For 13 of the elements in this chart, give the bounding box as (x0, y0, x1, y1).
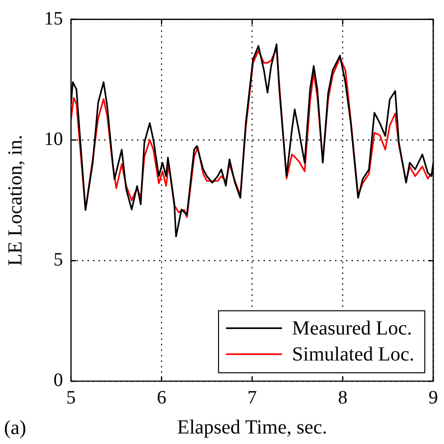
y-tick-label: 5 (54, 250, 63, 271)
y-axis-title: LE Location, in. (4, 134, 26, 266)
y-tick-label: 15 (44, 8, 63, 30)
x-tick-label: 9 (428, 388, 438, 409)
legend-label: Simulated Loc. (292, 343, 414, 366)
x-tick-label: 7 (247, 388, 257, 409)
x-axis-title: Elapsed Time, sec. (177, 416, 328, 438)
text: (a) (4, 417, 26, 439)
y-tick-label: 0 (54, 370, 63, 392)
x-tick-label: 6 (156, 388, 166, 409)
x-tick-label: 8 (338, 388, 348, 409)
legend-label: Measured Loc. (292, 317, 412, 340)
y-tick-label: 10 (44, 128, 63, 150)
